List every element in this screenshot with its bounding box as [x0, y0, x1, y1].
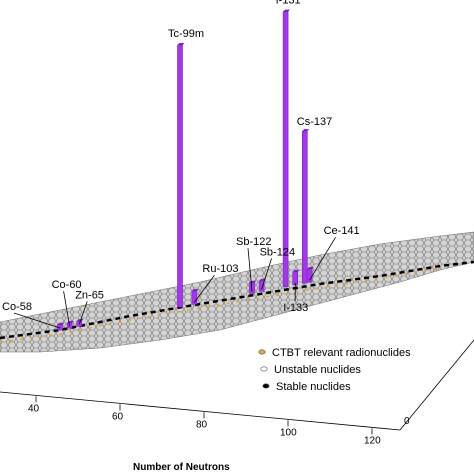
unstable-band — [0, 231, 474, 353]
bar-label-i-133: I-133 — [283, 302, 308, 314]
ctbt-line — [0, 267, 441, 343]
leader-sb-122 — [247, 248, 253, 292]
depth-axis-line — [399, 339, 474, 431]
bar-ce-141 — [306, 268, 313, 283]
bar-label-ru-103: Ru-103 — [202, 263, 238, 275]
bar-cap-zn-65 — [76, 319, 84, 322]
nuclide-band — [0, 231, 474, 353]
leader-ru-103 — [194, 275, 215, 303]
legend-label-2: Stable nuclides — [276, 381, 351, 393]
x-axis-title: Number of Neutrons — [133, 462, 230, 473]
bar-label-ce-141: Ce-141 — [324, 225, 360, 237]
bar-cap-ru-103 — [191, 289, 199, 292]
x-tick-label-60: 60 — [112, 411, 124, 422]
bar-label-sb-124: Sb-124 — [260, 246, 295, 258]
ticks-layer: 40 60 80 100 120 0 — [28, 396, 410, 446]
leader-ce-141 — [309, 236, 336, 281]
bar-tc-99m — [177, 44, 183, 308]
depth-tick-label-0: 0 — [404, 416, 410, 427]
bar-cs-137 — [301, 130, 308, 284]
leader-zn-65 — [78, 301, 88, 325]
legend: CTBT relevant radionuclides Unstable nucl… — [258, 347, 411, 393]
legend-swatch-2 — [262, 383, 270, 389]
x-tick-label-120: 120 — [364, 435, 381, 446]
leader-co-58 — [13, 312, 61, 329]
bar-label-co-60: Co-60 — [52, 279, 82, 291]
bar-label-tc-99m: Tc-99m — [168, 28, 204, 40]
bar-cap-co-58 — [57, 322, 65, 325]
bar-label-co-58: Co-58 — [2, 301, 32, 313]
bar-label-sb-122: Sb-122 — [236, 236, 271, 248]
axis-box — [0, 339, 474, 431]
bar-cap-i-131 — [283, 9, 291, 12]
bar-ru-103 — [191, 290, 198, 305]
bar-label-cs-137: Cs-137 — [297, 116, 332, 128]
leader-sb-124 — [261, 258, 272, 290]
legend-label-0: CTBT relevant radionuclides — [272, 347, 411, 359]
x-axis-line — [0, 391, 401, 431]
stable-line — [0, 260, 474, 340]
bar-sb-124 — [258, 280, 265, 292]
bar-cap-tc-99m — [177, 43, 185, 45]
bar-cap-cs-137 — [302, 129, 310, 132]
legend-swatch-1 — [260, 366, 268, 372]
x-tick-label-100: 100 — [280, 427, 297, 438]
x-tick-label-80: 80 — [196, 419, 208, 430]
x-tick-label-40: 40 — [28, 403, 40, 414]
legend-label-1: Unstable nuclides — [274, 364, 361, 376]
bar-label-i-131: I-131 — [276, 0, 301, 7]
leader-co-60 — [63, 291, 70, 327]
bar-cap-ce-141 — [307, 267, 315, 270]
bar-cap-i-133 — [292, 269, 300, 272]
bar-label-zn-65: Zn-65 — [75, 289, 104, 301]
legend-swatch-0 — [258, 349, 266, 355]
